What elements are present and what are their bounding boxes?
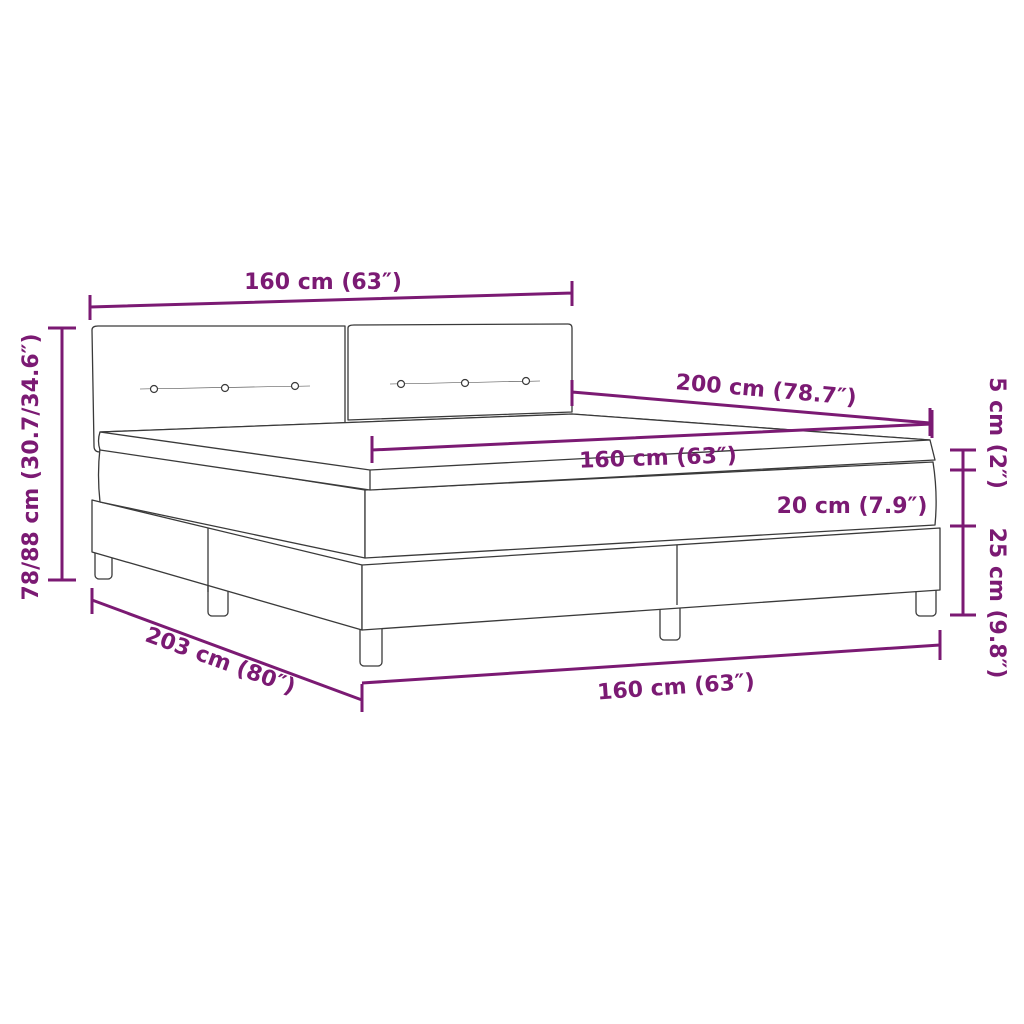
dim-base-width: [361, 630, 942, 685]
label-headboard-width: 160 cm (63″): [244, 270, 402, 295]
headboard-right-panel: [347, 323, 573, 421]
dim-total-length: [90, 588, 364, 712]
label-total-height: 78/88 cm (30.7/34.6″): [19, 333, 44, 600]
mattress-front: [364, 461, 937, 559]
base-front: [361, 527, 941, 631]
label-mattress-width: 160 cm (63″): [579, 443, 738, 473]
dim-length: [570, 380, 932, 436]
tufting-buttons: [139, 376, 541, 394]
label-total-length: 203 cm (80″): [142, 623, 299, 700]
dim-headboard-width: [88, 281, 574, 320]
label-base-height: 25 cm (9.8″): [984, 528, 1009, 679]
dimension-lines: [48, 281, 976, 712]
dim-total-height: [48, 326, 76, 582]
mattress-side: [97, 447, 366, 559]
dim-mattress-width: [370, 410, 934, 463]
label-topper-height: 5 cm (2″): [984, 377, 1009, 489]
label-base-width: 160 cm (63″): [596, 670, 755, 706]
label-mattress-height: 20 cm (7.9″): [777, 494, 928, 519]
dim-right-heights: [950, 448, 976, 617]
